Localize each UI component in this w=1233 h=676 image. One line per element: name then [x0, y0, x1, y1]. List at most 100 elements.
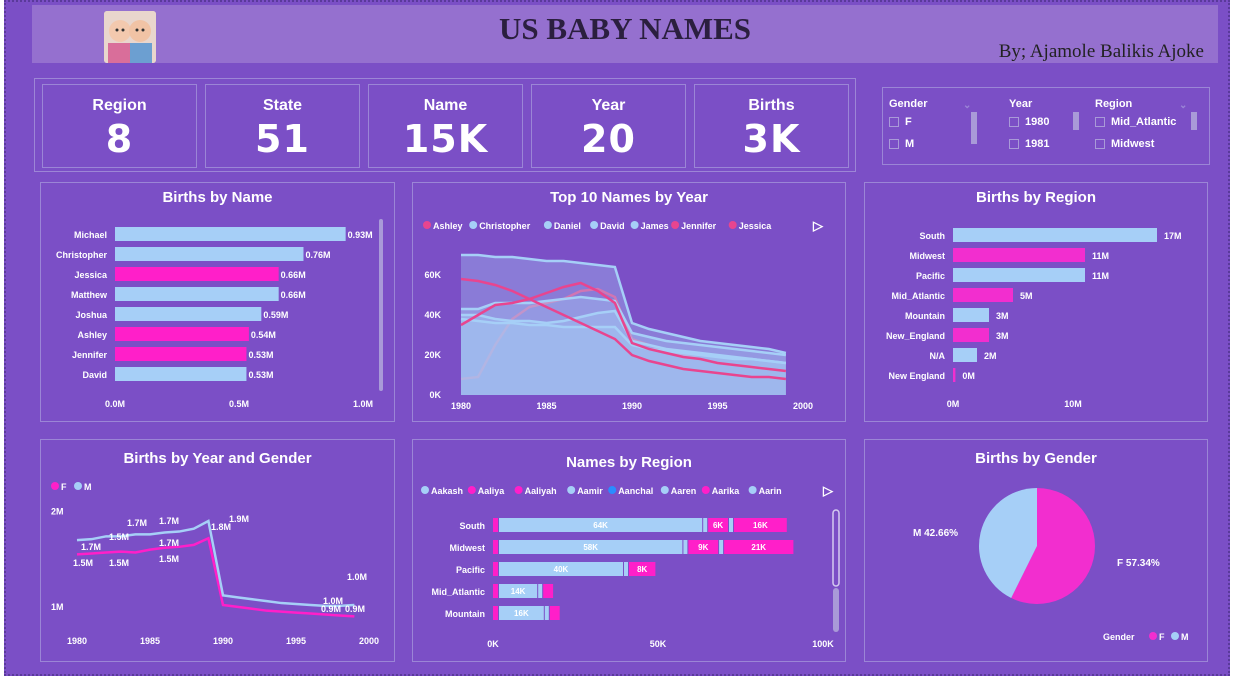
slicer-scrollbar[interactable]: [1073, 112, 1079, 130]
births-by-gender-chart: F 57.34% M 42.66% Gender F M: [913, 488, 1189, 642]
checkbox-icon[interactable]: [1095, 117, 1105, 128]
bar: [953, 288, 1013, 302]
slicer-option[interactable]: M: [889, 138, 928, 150]
kpi-card-state[interactable]: State 51: [205, 84, 360, 168]
bar-segment: [493, 584, 498, 598]
bar: [115, 287, 279, 301]
bar: [953, 368, 956, 382]
checkbox-icon[interactable]: [889, 139, 899, 150]
bar: [115, 347, 247, 361]
legend-marker: [701, 486, 710, 494]
legend-label: M: [1181, 632, 1189, 642]
legend-label: David: [600, 221, 625, 231]
slicer-scrollbar[interactable]: [1191, 112, 1197, 130]
bar: [953, 348, 977, 362]
y-tick-label: 40K: [424, 310, 441, 320]
data-label: 0.9M: [321, 604, 341, 614]
bar-value-label: 14K: [511, 587, 526, 596]
chevron-down-icon[interactable]: ⌄: [963, 100, 972, 111]
legend-label: F: [1159, 632, 1165, 642]
legend-label: M: [84, 482, 92, 492]
bar-segment: [499, 584, 538, 598]
legend-marker: [567, 486, 576, 494]
kpi-label: State: [262, 97, 303, 114]
header-banner: US BABY NAMES By; Ajamole Balikis Ajoke: [32, 5, 1218, 63]
checkbox-icon[interactable]: [1009, 139, 1019, 150]
slicer-gender: Gender F M: [889, 98, 928, 150]
data-label: 1.5M: [159, 554, 179, 564]
bar: [953, 228, 1157, 242]
scrollbar: [379, 219, 383, 391]
dashboard-title: US BABY NAMES: [498, 11, 752, 46]
bar-segment: [499, 540, 683, 554]
bar-category-label: Jennifer: [72, 350, 108, 360]
legend-label: James: [641, 221, 669, 231]
kpi-card-births[interactable]: Births 3K: [694, 84, 849, 168]
slicer-option[interactable]: Mid_Atlantic: [1095, 116, 1176, 128]
legend-marker: [514, 486, 523, 494]
legend-label: F: [61, 482, 67, 492]
x-tick-label: 1990: [213, 636, 233, 646]
legend-title: Gender: [1103, 632, 1135, 642]
x-tick-label: 1995: [707, 401, 727, 411]
slicer-option[interactable]: 1980: [1009, 116, 1049, 128]
chevron-down-icon[interactable]: ⌄: [1179, 100, 1188, 111]
legend-marker: [74, 482, 82, 490]
bar-category-label: Pacific: [916, 271, 945, 281]
kpi-card-region[interactable]: Region 8: [42, 84, 197, 168]
kpi-label: Region: [92, 97, 147, 114]
bar-segment: [493, 518, 498, 532]
bar-value-label: 2M: [984, 351, 997, 361]
legend-label: Aaliyah: [525, 486, 557, 496]
x-tick-label: 0.5M: [229, 399, 249, 409]
panel-births-by-region[interactable]: Births by Region South 17M Midwest 11M Pacif…: [864, 182, 1208, 422]
slicer-option[interactable]: 1981: [1009, 138, 1049, 150]
bar-segment: [708, 518, 728, 532]
top10-names-chart: Ashley Christopher Daniel David James Jennife…: [423, 218, 824, 411]
bar-segment: [624, 562, 628, 576]
bar-value-label: 6K: [713, 521, 723, 530]
panel-births-by-year-gender[interactable]: Births by Year and Gender F M 2M 1M 1980 1985…: [40, 439, 395, 662]
slicer-option[interactable]: F: [889, 116, 928, 128]
x-tick-label: 1.0M: [353, 399, 373, 409]
slicer-region: Region Mid_Atlantic Midwest: [1095, 98, 1176, 150]
slicer-panel: Gender F M ⌄ Year 1980 1981 Region Mid_A…: [882, 87, 1210, 165]
panel-births-by-name[interactable]: Births by Name Michael 0.93M Christopher 0.…: [40, 182, 395, 422]
kpi-card-name[interactable]: Name 15K: [368, 84, 523, 168]
bar-segment: [734, 518, 787, 532]
bar-segment: [493, 606, 498, 620]
legend-label: Aakash: [431, 486, 463, 496]
kpi-card-year[interactable]: Year 20: [531, 84, 686, 168]
panel-names-by-region[interactable]: Names by Region Aakash Aaliya Aaliyah Aamir…: [412, 439, 846, 662]
bar-value-label: 0.66M: [281, 270, 306, 280]
bar: [953, 248, 1085, 262]
data-label: 1.7M: [159, 516, 179, 526]
panel-births-by-gender[interactable]: Births by Gender F 57.34% M 42.66% Gender F…: [864, 439, 1208, 662]
x-tick-label: 2000: [359, 636, 379, 646]
option-label: Mid_Atlantic: [1111, 116, 1177, 128]
bar: [115, 247, 304, 261]
bar-category-label: Joshua: [75, 310, 108, 320]
bar-segment: [683, 540, 688, 554]
bar-segment: [549, 606, 560, 620]
checkbox-icon[interactable]: [1095, 139, 1105, 150]
panel-top10-names[interactable]: Top 10 Names by Year Ashley Christopher Da…: [412, 182, 846, 422]
play-icon: ▷: [822, 483, 834, 498]
x-tick-label: 1985: [140, 636, 160, 646]
bar-category-label: New England: [888, 371, 945, 381]
births-by-region-chart: South 17M Midwest 11M Pacific 11M Mid_Atlantic…: [886, 228, 1182, 409]
y-tick-label: 20K: [424, 350, 441, 360]
slicer-scrollbar[interactable]: [971, 112, 977, 144]
checkbox-icon[interactable]: [1009, 117, 1019, 128]
slicer-option[interactable]: Midwest: [1095, 138, 1176, 150]
kpi-value: 8: [105, 117, 134, 161]
kpi-value: 3K: [742, 117, 801, 161]
legend-marker: [421, 486, 429, 494]
checkbox-icon[interactable]: [889, 117, 899, 128]
y-tick-label: 1M: [51, 602, 64, 612]
bar-value-label: 11M: [1092, 251, 1109, 261]
legend-marker: [748, 486, 757, 494]
data-label: 1.5M: [73, 558, 93, 568]
data-label: 1.7M: [159, 538, 179, 548]
bar: [953, 308, 989, 322]
